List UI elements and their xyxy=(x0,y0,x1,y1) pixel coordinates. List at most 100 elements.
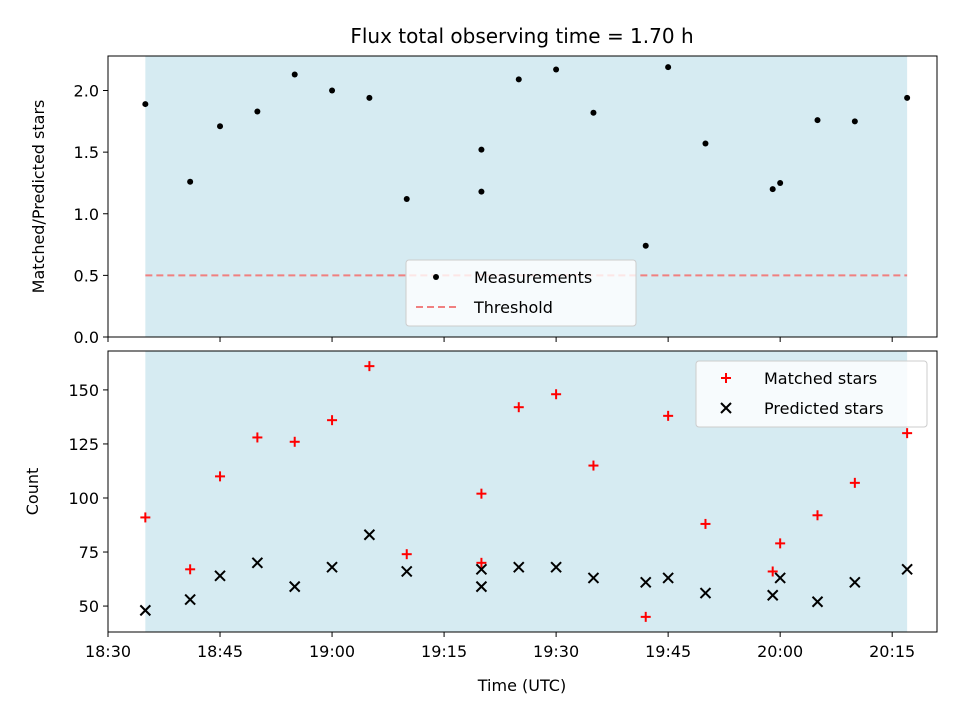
x-axis-label: Time (UTC) xyxy=(477,676,566,695)
y-tick-label: 75 xyxy=(79,543,99,562)
predicted-stars-point xyxy=(774,572,786,584)
x-tick-label: 18:45 xyxy=(197,642,243,661)
predicted-stars-point xyxy=(550,561,562,573)
measurement-point xyxy=(777,179,784,186)
predicted-stars-point xyxy=(401,565,413,578)
plot-frame xyxy=(107,55,938,338)
legend-marker xyxy=(433,274,439,280)
chart-title: Flux total observing time = 1.70 h xyxy=(350,24,693,48)
predicted-stars-point xyxy=(513,561,525,573)
count-panel: 50 75 100 125 150 18:30 18:45 19:00 19:15 19:30 19… xyxy=(23,350,938,661)
measurement-point xyxy=(590,109,597,116)
x-tick-label: 19:30 xyxy=(533,642,579,661)
predicted-stars-point xyxy=(251,557,264,569)
measurement-point xyxy=(515,76,522,83)
measurement-point xyxy=(814,117,821,124)
y-tick-label: 1.0 xyxy=(74,205,99,224)
matched-stars-point xyxy=(551,389,562,400)
predicted-stars-point xyxy=(640,576,652,588)
measurement-point xyxy=(291,71,298,78)
predicted-stars-point xyxy=(326,561,338,573)
measurement-point xyxy=(366,94,373,101)
y-axis-label: Matched/Predicted stars xyxy=(29,100,48,294)
matched-stars-point xyxy=(252,432,263,443)
y-tick-label: 150 xyxy=(68,381,99,400)
legend: Matched stars Predicted stars xyxy=(695,360,928,428)
matched-stars-point xyxy=(640,611,651,622)
predicted-stars-point xyxy=(139,604,152,617)
y-tick-label: 50 xyxy=(79,597,99,616)
matched-stars-point xyxy=(812,510,823,521)
measurement-point xyxy=(478,188,485,195)
measurement-point xyxy=(254,108,261,115)
matched-stars-point xyxy=(289,436,300,447)
matched-stars-point xyxy=(476,557,487,568)
legend-label: Threshold xyxy=(473,298,553,317)
predicted-stars-point xyxy=(766,589,779,601)
measurement-point xyxy=(665,64,672,71)
y-tick-label: 100 xyxy=(68,489,99,508)
y-tick-label: 0.5 xyxy=(74,266,99,285)
predicted-stars-point xyxy=(214,570,226,582)
matched-stars-point xyxy=(140,512,151,523)
predicted-stars-point xyxy=(662,572,674,584)
matched-stars-point xyxy=(663,410,674,421)
legend-label: Predicted stars xyxy=(764,399,884,418)
x-tick-label: 19:00 xyxy=(309,642,355,661)
y-tick-label: 1.5 xyxy=(74,143,99,162)
legend-box xyxy=(405,259,637,327)
predicted-stars-point xyxy=(289,580,301,593)
matched-stars-point xyxy=(185,564,196,575)
x-tick-label: 20:00 xyxy=(757,642,803,661)
predicted-stars-point xyxy=(699,587,712,599)
x-tick-label: 18:30 xyxy=(85,642,131,661)
measurement-point xyxy=(142,101,149,108)
measurement-point xyxy=(217,123,224,130)
measurement-point xyxy=(329,87,336,94)
ratio-panel: 0.0 0.5 1.0 1.5 2.0 Matched/Predicted stars Me… xyxy=(29,55,938,347)
x-tick-label: 19:45 xyxy=(645,642,691,661)
legend: Measurements Threshold xyxy=(405,259,637,327)
series-cross xyxy=(139,529,913,617)
predicted-stars-point xyxy=(901,563,913,576)
matched-stars-point xyxy=(767,566,778,577)
matched-stars-point xyxy=(364,361,375,372)
series-dot xyxy=(142,64,911,249)
matched-stars-point xyxy=(327,415,338,426)
measurement-point xyxy=(478,146,485,153)
measurement-point xyxy=(769,186,776,193)
matched-stars-point xyxy=(775,538,786,549)
measurement-point xyxy=(187,178,194,185)
matched-stars-point xyxy=(700,518,711,529)
measurement-point xyxy=(702,140,709,147)
predicted-stars-point xyxy=(475,580,488,593)
matched-stars-point xyxy=(849,477,860,488)
predicted-stars-point xyxy=(363,529,376,541)
measurement-point xyxy=(553,66,560,73)
measurement-point xyxy=(642,242,649,249)
matched-stars-point xyxy=(401,549,412,560)
matched-stars-point xyxy=(902,428,913,439)
series-plus xyxy=(140,361,913,622)
x-tick-label: 19:15 xyxy=(421,642,467,661)
legend-box xyxy=(695,360,928,428)
y-axis-label: Count xyxy=(23,468,42,516)
measurement-point xyxy=(403,195,410,202)
measurement-point xyxy=(904,94,911,101)
y-tick-label: 0.0 xyxy=(74,328,99,347)
matched-stars-point xyxy=(588,460,599,471)
predicted-stars-point xyxy=(184,593,196,606)
predicted-stars-point xyxy=(849,576,861,588)
plot-frame xyxy=(107,350,938,633)
measurement-point xyxy=(851,118,858,125)
matched-stars-point xyxy=(513,402,524,413)
legend-label: Measurements xyxy=(474,268,592,287)
legend-label: Matched stars xyxy=(764,369,877,388)
matched-stars-point xyxy=(476,488,487,499)
y-tick-label: 125 xyxy=(68,435,99,454)
matched-stars-point xyxy=(215,471,226,482)
predicted-stars-point xyxy=(811,596,824,608)
predicted-stars-point xyxy=(475,563,488,576)
y-tick-label: 2.0 xyxy=(74,82,99,101)
